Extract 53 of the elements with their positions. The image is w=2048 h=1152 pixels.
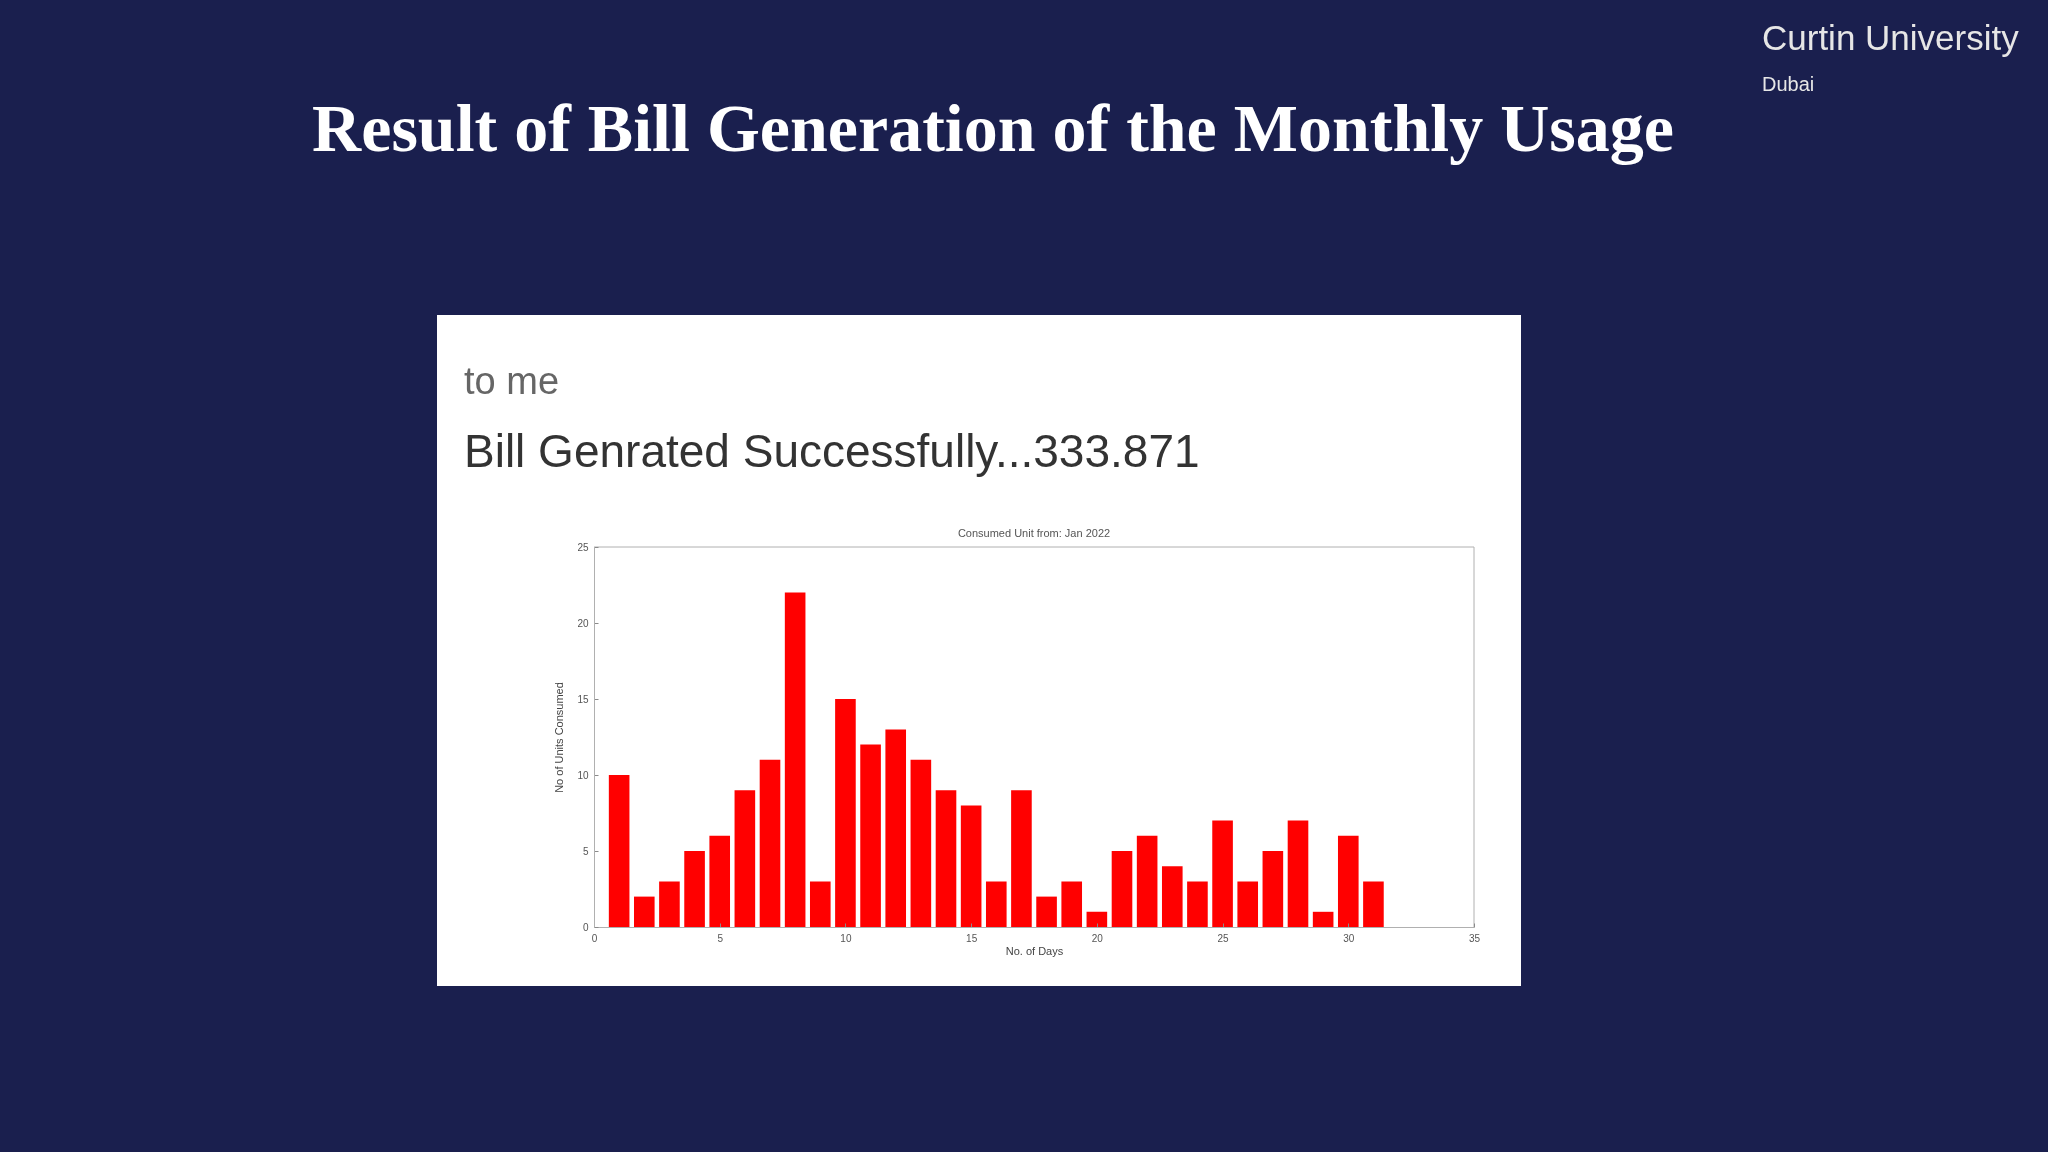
bar: [960, 805, 982, 927]
bar: [1363, 881, 1384, 927]
bar: [1161, 866, 1183, 927]
bar: [1262, 851, 1284, 927]
bar: [659, 881, 680, 927]
x-tick-label: 5: [717, 932, 724, 944]
bar: [935, 790, 957, 927]
text: Curtin University: [1762, 18, 2020, 57]
bar: [1136, 835, 1158, 927]
bar: [1187, 881, 1208, 927]
y-axis-title: No of Units Consumed: [553, 682, 566, 793]
y-tick-label: 10: [577, 769, 589, 781]
x-tick-label: 15: [966, 932, 978, 944]
text: Dubai: [1762, 73, 1815, 95]
x-axis-title: No. of Days: [1005, 944, 1064, 957]
chart-subtitle: Consumed Unit from: Jan 2022: [957, 527, 1111, 539]
bar: [1061, 881, 1083, 927]
y-tick-label: 25: [577, 541, 589, 553]
bar: [1337, 835, 1359, 927]
x-tick-label: 10: [840, 932, 852, 944]
y-tick-label: 5: [582, 845, 589, 857]
x-tick-label: 30: [1343, 932, 1355, 944]
x-tick-label: 25: [1217, 932, 1230, 944]
bar: [759, 759, 781, 927]
bar: [985, 881, 1007, 927]
bar: [835, 699, 856, 927]
bar: [1086, 911, 1108, 927]
bar: [809, 881, 831, 927]
bar: [1312, 911, 1334, 927]
bar: [1111, 851, 1133, 927]
bar: [709, 835, 731, 927]
x-tick-label: 0: [591, 932, 598, 944]
bar: [608, 775, 630, 927]
x-tick-label: 35: [1468, 932, 1481, 944]
text: to me: [464, 360, 560, 402]
bar: [784, 592, 806, 927]
bar: [885, 729, 907, 927]
bar: [684, 851, 705, 927]
y-tick-label: 0: [582, 921, 589, 933]
y-tick-label: 15: [577, 693, 589, 705]
y-tick-label: 20: [577, 617, 589, 629]
bar: [1212, 820, 1233, 927]
bar: [1011, 790, 1032, 927]
bar: [910, 759, 932, 927]
bar: [1287, 820, 1309, 927]
text: Bill Genrated Successfully...333.871: [464, 425, 1200, 477]
bar: [860, 744, 881, 927]
bar: [1237, 881, 1259, 927]
bar: [1036, 896, 1057, 927]
chart-title: Result of Bill Generation of the Monthly Usage: [312, 90, 1674, 166]
bar: [734, 790, 756, 927]
bar: [633, 896, 655, 927]
x-tick-label: 20: [1091, 932, 1104, 944]
